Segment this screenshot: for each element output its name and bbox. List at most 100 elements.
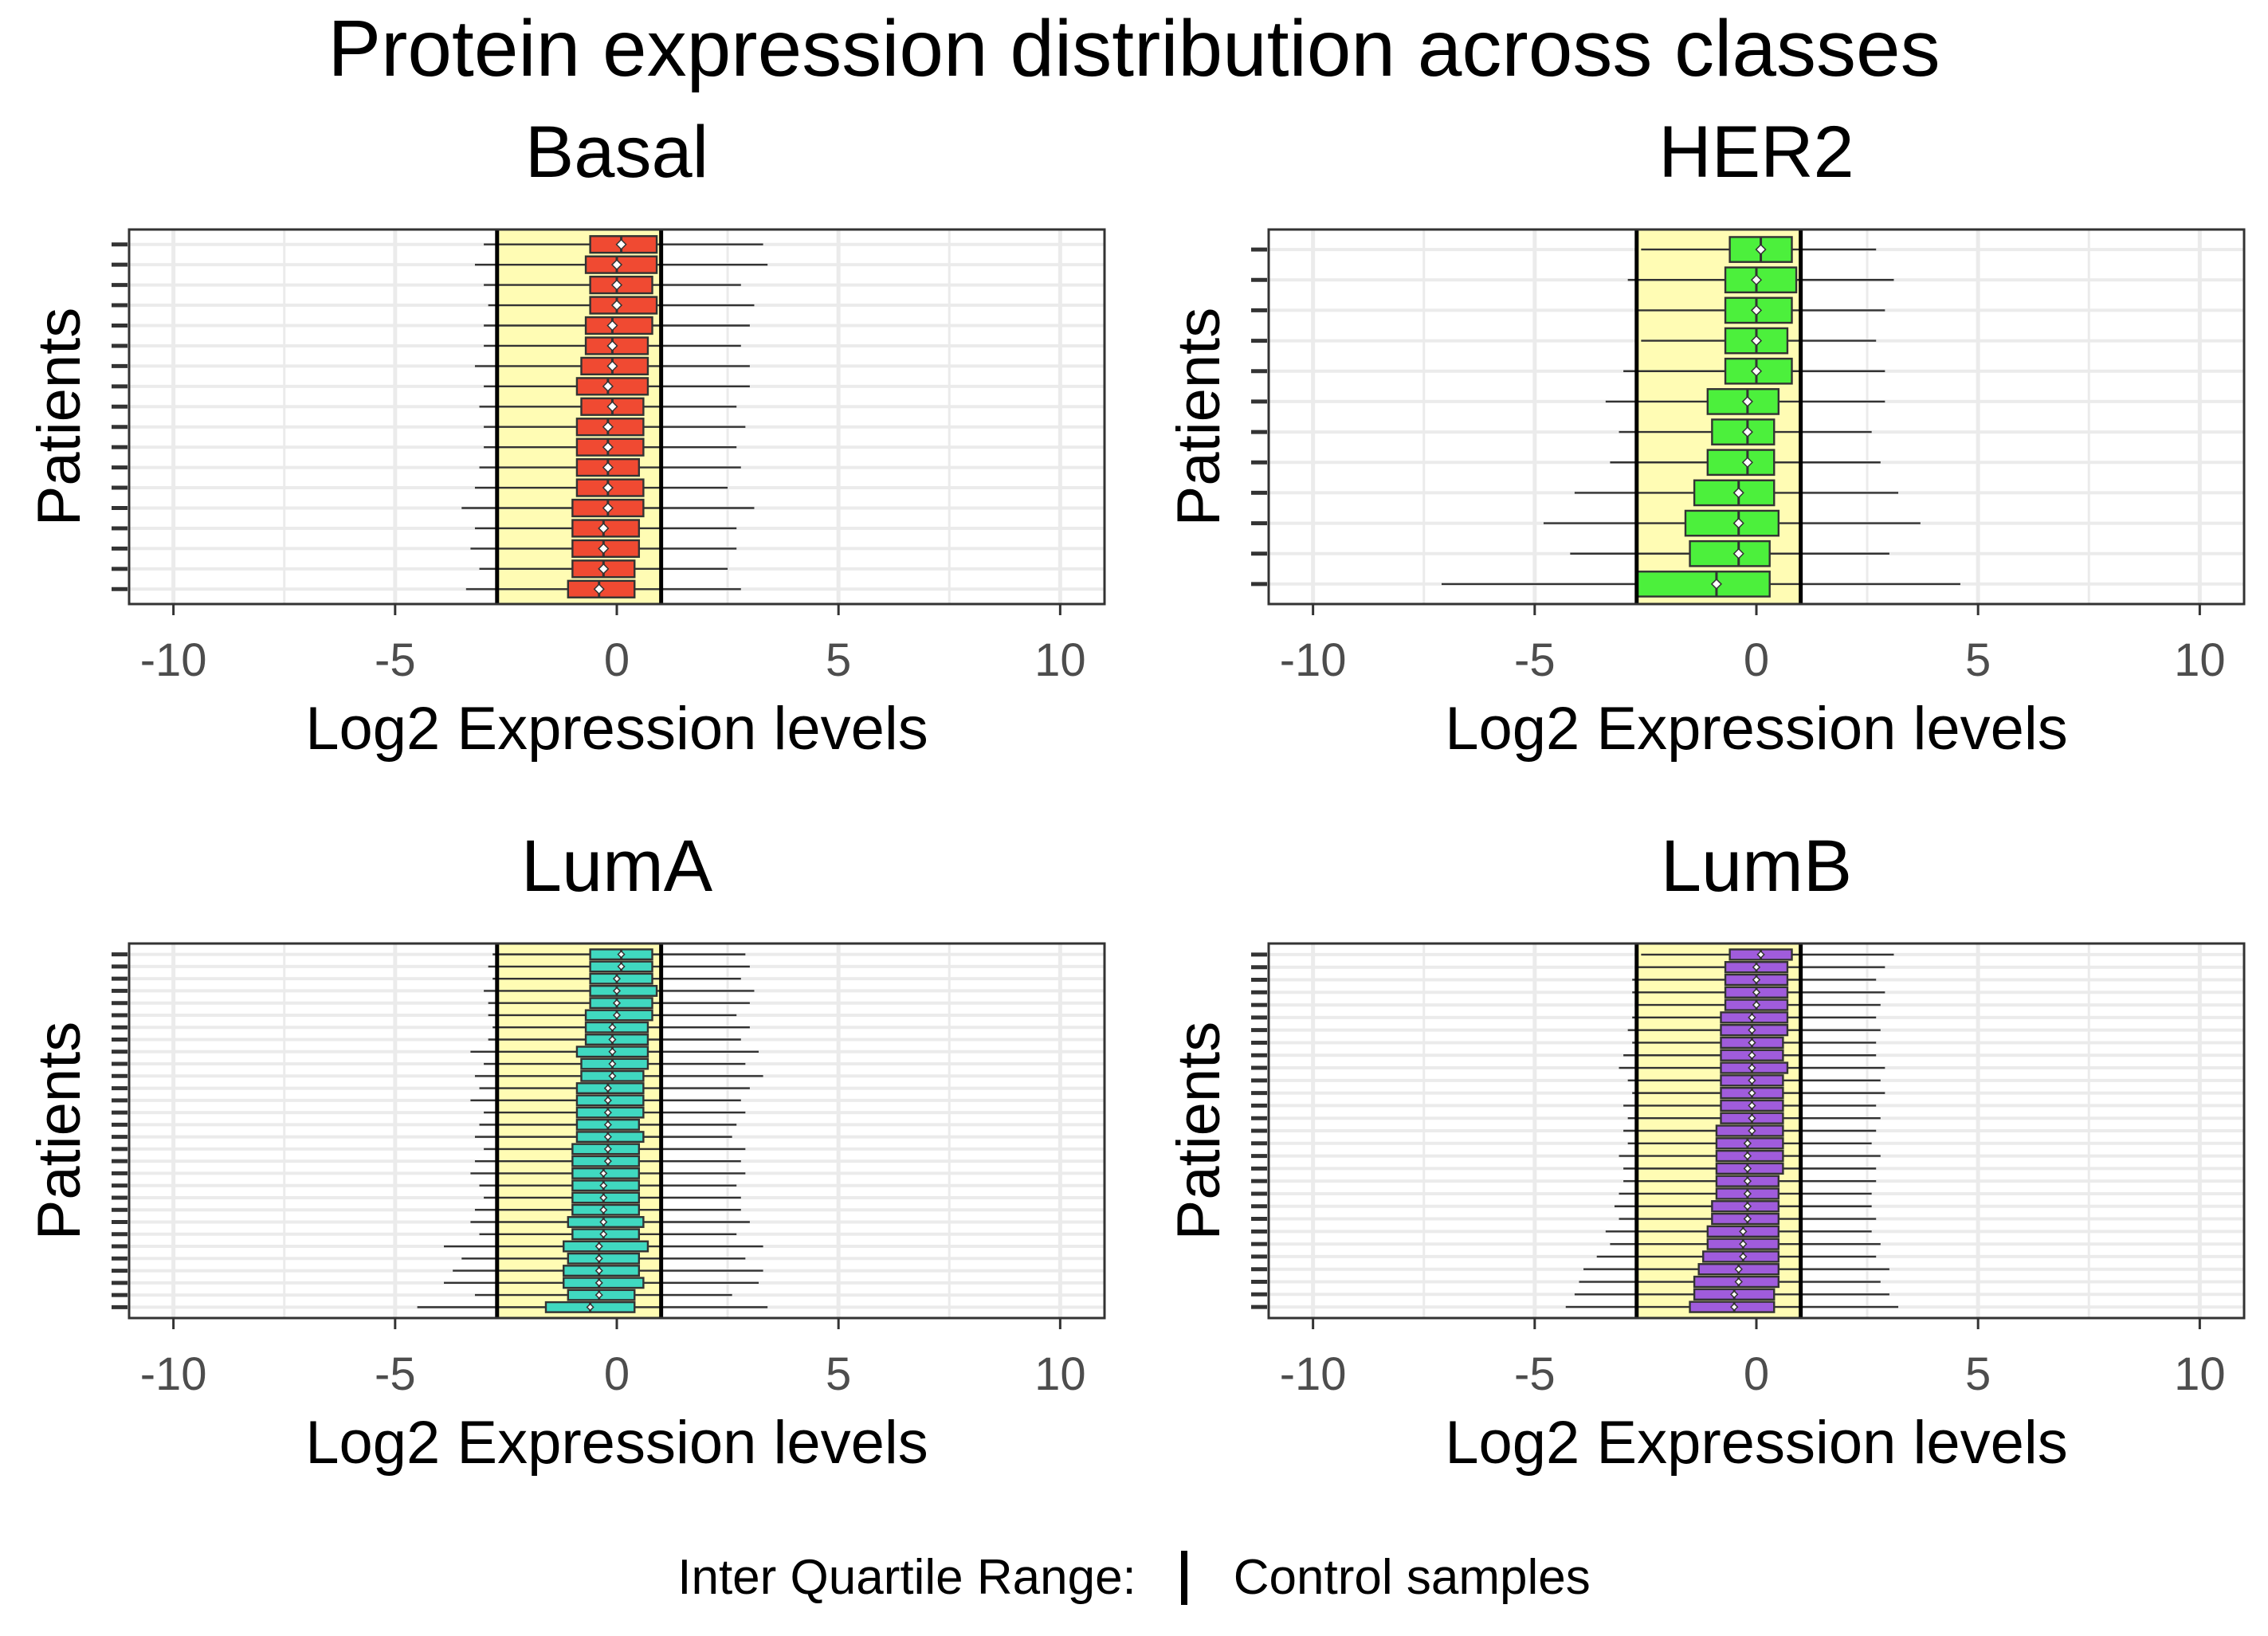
box-luma-29 [474,1289,732,1301]
mean-marker [1739,1252,1748,1261]
y-axis-label: Patients [26,1022,93,1241]
box-luma-28 [444,1277,759,1289]
box-basal-17 [479,559,728,579]
mean-marker [608,1059,617,1069]
box-iqr [589,997,653,1010]
box-lumb-2 [1636,961,1885,974]
x-tick-label: 10 [1034,1348,1086,1400]
panel-title: LumB [1661,826,1852,907]
mean-marker [1748,1013,1756,1022]
mean-marker [1729,1290,1739,1299]
box-luma-20 [479,1179,737,1192]
box-lumb-14 [1627,1112,1881,1124]
box-iqr [1706,388,1780,415]
box-her2-1 [1641,236,1877,263]
mean-marker [615,238,627,250]
box-iqr [584,1034,649,1046]
mean-marker [608,1023,617,1032]
mean-marker [603,1108,612,1117]
box-lumb-1 [1641,948,1894,961]
box-lumb-19 [1623,1175,1877,1187]
box-lumb-22 [1619,1212,1877,1226]
x-tick-label: 0 [604,1348,630,1400]
box-lumb-15 [1623,1124,1877,1137]
mean-marker [586,1303,594,1312]
panel-title: LumA [521,826,713,907]
mean-marker [1748,1113,1756,1123]
box-iqr [584,1021,649,1034]
mean-marker [1748,1101,1756,1110]
box-lumb-25 [1596,1250,1877,1263]
x-tick-label: -10 [140,634,207,686]
x-axis-label: Log2 Expression levels [1445,695,2068,763]
box-lumb-23 [1605,1225,1872,1238]
mean-marker [608,1072,617,1081]
box-iqr [584,316,653,335]
box-luma-11 [474,1069,763,1082]
x-tick-label: 0 [1744,1348,1769,1400]
box-luma-16 [474,1131,732,1144]
box-lumb-24 [1610,1238,1881,1250]
box-iqr [589,984,658,997]
box-lumb-8 [1632,1036,1877,1049]
mean-marker [1755,244,1767,256]
box-luma-8 [488,1034,741,1046]
panel-title: Basal [525,112,708,193]
mean-marker [603,1084,612,1093]
box-her2-9 [1574,479,1899,507]
box-her2-10 [1543,509,1921,537]
box-luma-19 [470,1167,746,1179]
legend-label: Inter Quartile Range: [677,1550,1136,1606]
box-iqr [589,972,653,985]
box-basal-5 [484,316,750,335]
box-basal-16 [470,539,737,559]
panel-luma: -10 -5 0 5 10 LumA Log2 Expression levels Patie… [26,826,1106,1477]
mean-marker [1748,1063,1756,1073]
box-lumb-11 [1627,1074,1881,1087]
box-luma-30 [417,1301,768,1313]
box-luma-3 [492,972,741,985]
mean-marker [1748,1089,1756,1097]
x-axis-label: Log2 Expression levels [305,695,928,763]
panel-lumb: -10 -5 0 5 10 LumB Log2 Expression levels Patie… [1165,826,2246,1477]
box-luma-18 [474,1155,741,1167]
box-iqr [1706,449,1776,477]
mean-marker [612,998,622,1007]
box-iqr [1689,539,1771,567]
box-lumb-4 [1632,986,1885,998]
mean-marker [1732,517,1744,529]
mean-marker [606,339,618,352]
box-basal-11 [484,437,737,457]
x-tick-label: 5 [826,1348,851,1400]
box-luma-26 [461,1252,746,1265]
mean-marker [606,360,618,372]
x-tick-label: -5 [375,634,416,686]
mean-marker [1732,487,1744,499]
box-basal-18 [465,579,741,598]
box-her2-6 [1605,388,1885,415]
box-luma-17 [484,1143,746,1155]
mean-marker [1752,963,1761,971]
mean-marker [599,1169,608,1178]
x-axis-label: Log2 Expression levels [305,1409,928,1477]
box-lumb-7 [1627,1023,1881,1037]
mean-marker [608,1035,617,1044]
mean-marker [1743,1139,1752,1148]
x-tick-label: 5 [826,634,851,686]
box-iqr [567,1252,641,1265]
mean-marker [603,1132,612,1141]
mean-marker [602,461,614,473]
box-basal-3 [484,275,741,295]
box-iqr [1635,571,1771,598]
mean-marker [1748,1051,1756,1060]
x-tick-label: 0 [604,634,630,686]
legend-entry-control-samples: Control samples [1233,1550,1591,1606]
x-tick-label: -5 [375,1348,416,1400]
x-tick-label: -5 [1514,1348,1556,1400]
x-tick-label: -10 [1280,1348,1347,1400]
box-her2-4 [1641,327,1877,355]
mean-marker [594,1291,603,1300]
box-luma-1 [492,948,746,961]
